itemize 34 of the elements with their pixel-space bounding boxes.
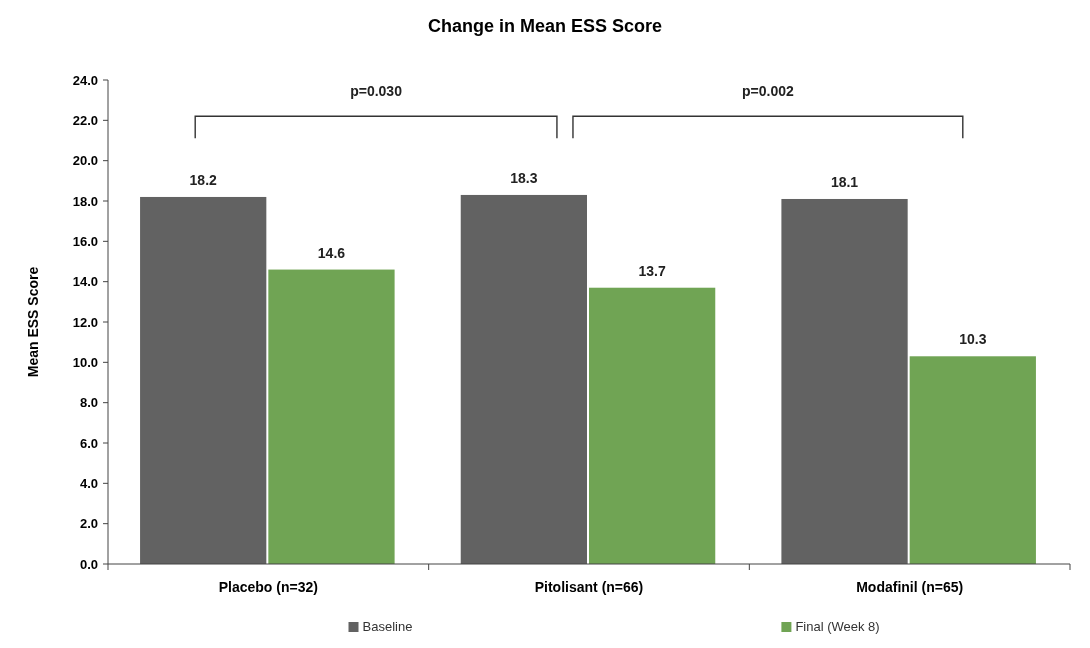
y-axis-title: Mean ESS Score	[25, 266, 41, 378]
data-label: 18.2	[189, 171, 218, 188]
data-label: 18.3	[510, 169, 538, 186]
annotation: p=0.002	[742, 83, 794, 100]
legend-label: Final (Week 8)	[795, 619, 880, 634]
y-tick-label: 10.0	[72, 354, 98, 370]
bar	[909, 356, 1036, 564]
data-label: 13.7	[638, 262, 666, 279]
y-tick-label: 16.0	[72, 233, 98, 249]
annotation: p=0.030	[350, 83, 403, 100]
x-tick-label: Modafinil (n=65)	[856, 579, 964, 595]
y-tick-label: 14.0	[72, 274, 98, 290]
bar	[140, 196, 267, 564]
y-tick-label: 0.0	[79, 556, 98, 572]
y-tick-label: 2.0	[79, 516, 98, 532]
x-tick-label: Pitolisant (n=66)	[534, 579, 644, 595]
chart-title: Change in Mean ESS Score	[427, 16, 663, 36]
y-tick-label: 22.0	[72, 112, 98, 128]
y-tick-label: 12.0	[72, 314, 98, 330]
data-label: 14.6	[317, 244, 346, 261]
data-label: 18.1	[830, 173, 859, 190]
y-tick-label: 20.0	[72, 153, 98, 169]
data-label: 10.3	[959, 331, 987, 348]
bar	[781, 198, 908, 564]
y-tick-label: 6.0	[79, 435, 98, 451]
y-tick-label: 24.0	[72, 72, 98, 88]
x-tick-label: Placebo (n=32)	[218, 579, 318, 595]
bar	[589, 287, 716, 564]
legend-label: Baseline	[362, 619, 413, 634]
y-tick-label: 4.0	[79, 475, 98, 491]
y-tick-label: 18.0	[72, 193, 98, 209]
bar	[460, 194, 587, 564]
y-tick-label: 8.0	[79, 395, 98, 411]
bar	[268, 269, 395, 564]
